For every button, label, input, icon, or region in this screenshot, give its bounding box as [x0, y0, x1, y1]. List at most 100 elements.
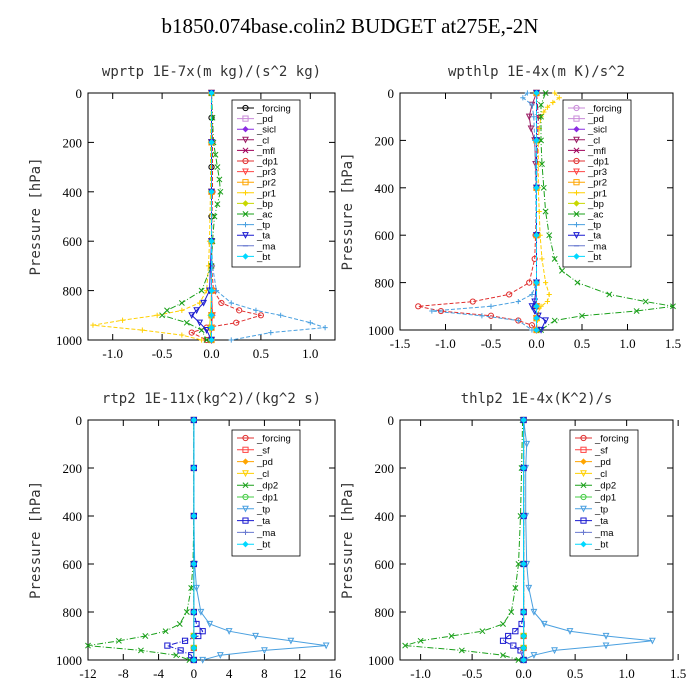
figure-title: b1850.074base.colin2 BUDGET at275E,-2N [161, 14, 539, 38]
data-point [648, 637, 656, 645]
series-bt [190, 416, 198, 664]
data-point [217, 188, 224, 195]
y-tick-label: 200 [63, 461, 83, 476]
data-point [199, 656, 207, 664]
legend-marker [242, 529, 249, 535]
legend-marker [573, 147, 580, 154]
data-point [216, 176, 223, 183]
legend: _forcing_pd_sicl_cl_mfl_dp1_pr3_pr2_pr1_… [562, 99, 632, 268]
data-point [214, 201, 221, 208]
y-tick-label: 400 [63, 509, 83, 524]
data-point [529, 102, 535, 108]
y-tick-label: 200 [63, 135, 83, 150]
data-point [520, 632, 527, 640]
data-point [541, 109, 547, 115]
legend-label: _pr1 [256, 188, 276, 199]
x-tick-label: 1.0 [619, 336, 635, 351]
data-point [539, 256, 545, 262]
legend-marker [242, 222, 249, 228]
data-point [417, 637, 424, 644]
legend-label: _dp1 [256, 493, 278, 504]
y-tick-label: 1000 [368, 323, 394, 338]
legend-label: _pr3 [587, 167, 607, 178]
legend-label: _pr2 [256, 178, 276, 189]
legend-marker [580, 458, 587, 465]
data-point [209, 114, 216, 121]
legend-marker [573, 179, 580, 186]
legend-label: _ac [256, 210, 273, 221]
series-dp2 [85, 417, 197, 663]
data-point [179, 332, 185, 338]
y-tick-label: 600 [63, 234, 83, 249]
series-dp1 [415, 89, 540, 334]
data-point [520, 560, 527, 568]
data-point [531, 114, 537, 120]
data-point [181, 637, 189, 644]
data-point [538, 101, 545, 108]
data-point [322, 642, 330, 650]
series-line [431, 92, 537, 331]
y-tick-label: 0 [76, 413, 83, 428]
legend-marker [580, 434, 587, 442]
series-dp2 [402, 417, 526, 663]
legend-label: _bt [587, 252, 602, 263]
data-point [252, 632, 260, 640]
legend-label: _dp2 [594, 481, 616, 492]
legend-label: _ma [587, 241, 607, 252]
x-tick-label: 8 [261, 666, 268, 681]
data-point [524, 90, 530, 96]
data-point [512, 628, 519, 635]
x-tick-label: 1.0 [619, 666, 635, 681]
data-point [429, 308, 435, 314]
x-tick-label: 0.5 [574, 336, 590, 351]
data-point [537, 326, 545, 334]
x-tick-label: 1.0 [302, 346, 318, 361]
data-point [515, 317, 521, 324]
legend-marker [580, 541, 587, 548]
data-point [515, 561, 522, 567]
data-point [190, 644, 198, 652]
legend-marker [242, 446, 249, 453]
data-point [633, 308, 640, 314]
series-tp [429, 90, 540, 333]
legend-marker [242, 434, 249, 442]
legend-marker [242, 168, 249, 176]
legend-label: _ta [594, 516, 609, 527]
legend-marker [242, 253, 249, 260]
legend-label: _sf [256, 445, 270, 456]
data-point [307, 320, 313, 326]
data-point [228, 337, 234, 343]
data-point [542, 90, 549, 96]
data-point [208, 188, 215, 195]
legend-label: _dp1 [594, 493, 616, 504]
data-point [518, 620, 525, 628]
legend-label: _bt [594, 540, 609, 551]
legend-marker [573, 168, 580, 176]
y-tick-label: 0 [388, 413, 395, 428]
legend-label: _cl [594, 469, 607, 480]
series-ta [164, 416, 206, 664]
data-point [164, 642, 171, 649]
data-point [602, 642, 610, 650]
legend-marker [580, 446, 587, 453]
legend-label: _ta [256, 516, 271, 527]
data-point [177, 647, 184, 654]
data-point [257, 312, 264, 319]
legend-marker [573, 136, 580, 144]
panel-2: wpthlp 1E-4x(m K)/s^2 Pressure [hPa] 0 200 4… [340, 64, 681, 351]
data-point [533, 89, 540, 97]
data-point [479, 313, 485, 319]
data-point [505, 632, 512, 640]
series-line [536, 92, 561, 331]
data-point [520, 416, 527, 424]
data-point [208, 238, 215, 245]
data-point [218, 299, 225, 307]
series-ac [159, 90, 224, 343]
data-point [579, 312, 585, 319]
data-point [190, 512, 198, 520]
legend-marker [242, 200, 249, 207]
legend-marker [242, 104, 249, 112]
legend-marker [242, 179, 249, 186]
y-tick-label: 600 [375, 557, 395, 572]
